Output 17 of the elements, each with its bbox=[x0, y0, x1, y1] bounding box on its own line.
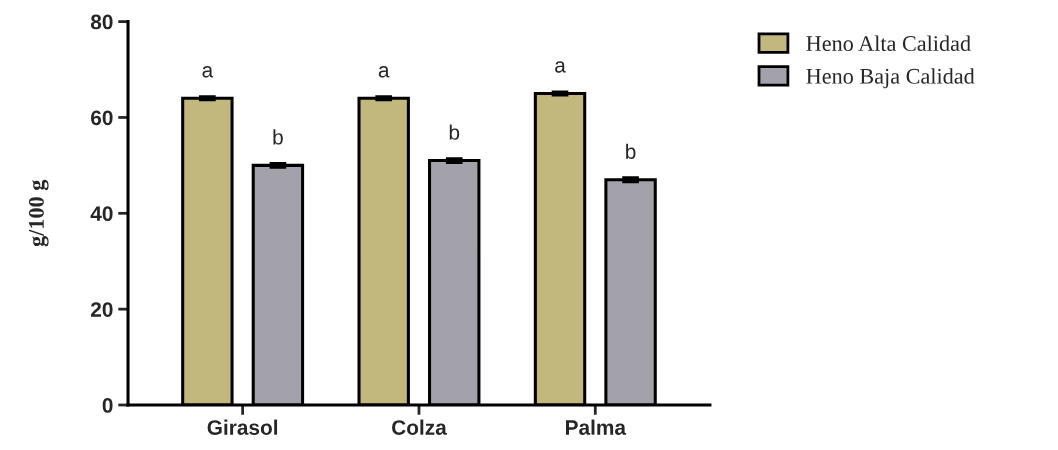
y-tick-label: 40 bbox=[90, 206, 113, 222]
y-axis-title: g/100 g bbox=[28, 179, 49, 247]
annotation: a bbox=[555, 61, 566, 73]
y-tick-label: 80 bbox=[90, 14, 113, 30]
y-tick-label: 20 bbox=[90, 302, 113, 317]
legend-label: Heno Baja Calidad bbox=[806, 68, 975, 89]
x-tick-label: Girasol bbox=[207, 419, 278, 435]
x-tick-label: Colza bbox=[392, 419, 447, 435]
annotation: a bbox=[378, 66, 390, 78]
annotation: b bbox=[626, 143, 636, 159]
x-tick-label: Palma bbox=[566, 419, 627, 435]
y-tick-label: 60 bbox=[91, 110, 113, 126]
annotation: b bbox=[449, 124, 460, 140]
y-tick-label: 0 bbox=[102, 398, 113, 413]
annotation: b bbox=[273, 129, 283, 145]
annotation: a bbox=[202, 66, 214, 78]
legend-label: Heno Alta Calidad bbox=[806, 35, 971, 52]
